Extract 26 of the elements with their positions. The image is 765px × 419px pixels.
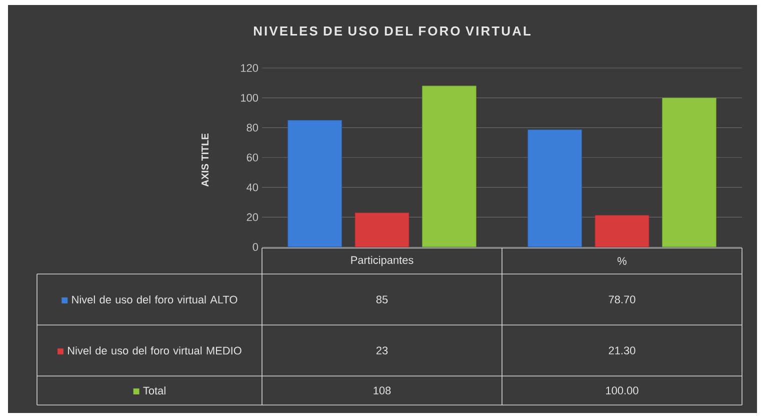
legend-label: Nivel de uso del foro virtual ALTO <box>72 295 238 304</box>
legend-label: Total <box>143 386 166 395</box>
bar <box>662 98 716 248</box>
x-tick-label: Participantes <box>351 256 414 266</box>
x-tick-label: % <box>618 257 626 265</box>
bar <box>354 212 410 248</box>
y-tick-label: 80 <box>246 124 258 132</box>
data-label: 85 <box>376 296 388 304</box>
chart-title: NIVELES DE USO DEL FORO VIRTUAL <box>254 26 530 36</box>
bar <box>528 129 582 248</box>
y-tick-label: 100 <box>241 94 258 102</box>
y-axis-title: AXIS TITLE <box>201 134 209 187</box>
bar <box>288 120 342 248</box>
y-tick-label: 20 <box>246 213 258 222</box>
y-tick-label: 40 <box>246 183 258 192</box>
y-tick-label: 0 <box>252 243 258 251</box>
data-label: 23 <box>376 346 388 354</box>
y-tick-label: 120 <box>241 64 258 72</box>
data-label: 108 <box>374 386 391 394</box>
bar <box>594 215 650 248</box>
legend-label: Nivel de uso del foro virtual MEDIO <box>68 346 242 355</box>
data-label: 78.70 <box>608 296 636 304</box>
y-tick-label: 60 <box>246 154 258 162</box>
data-label: 21.30 <box>608 346 636 354</box>
data-label: 100.00 <box>606 386 638 394</box>
bar <box>422 86 476 248</box>
